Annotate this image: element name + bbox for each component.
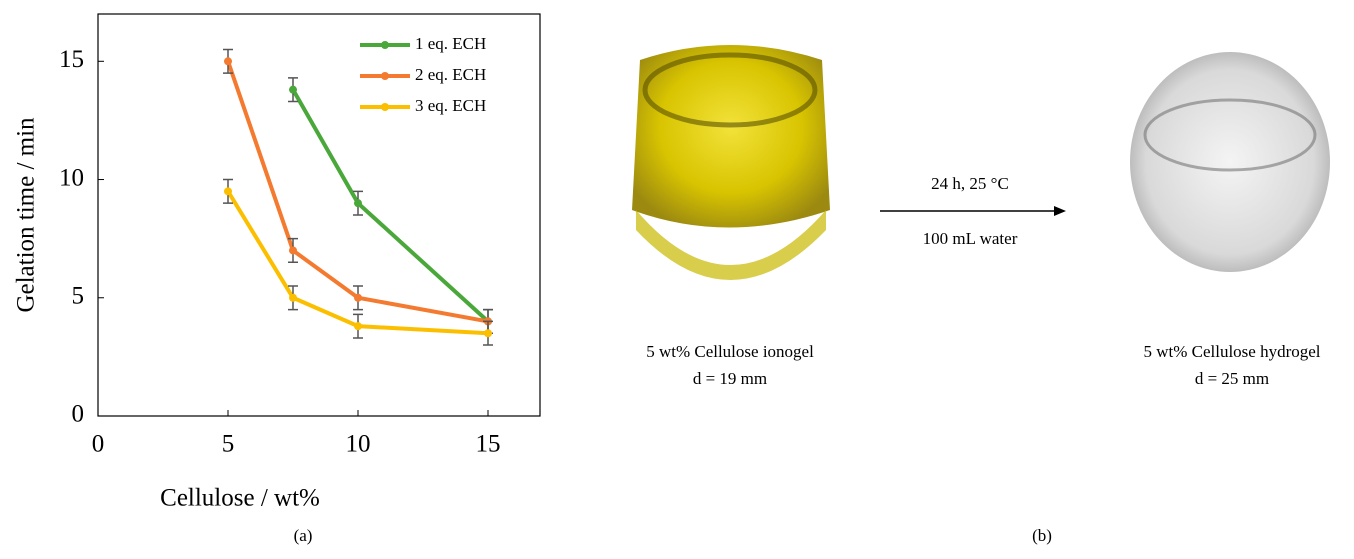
y-tick-label: 15 bbox=[59, 46, 84, 73]
y-tick-label: 0 bbox=[72, 401, 85, 428]
legend-marker bbox=[381, 72, 389, 80]
y-tick-label: 10 bbox=[59, 164, 84, 191]
arrow-head bbox=[1054, 206, 1066, 216]
arrow-label: 24 h, 25 °C bbox=[931, 174, 1009, 193]
data-point bbox=[289, 246, 297, 254]
panel-b: 24 h, 25 °C 100 mL water 5 wt% Cellulose… bbox=[632, 45, 1330, 545]
data-point bbox=[289, 294, 297, 302]
caption: d = 25 mm bbox=[1195, 369, 1269, 388]
data-point bbox=[354, 322, 362, 330]
y-axis-label: Gelation time / min bbox=[13, 117, 40, 313]
data-point bbox=[484, 329, 492, 337]
legend-label: 3 eq. ECH bbox=[415, 96, 486, 115]
x-tick-label: 10 bbox=[346, 431, 371, 458]
x-axis-label: Cellulose / wt% bbox=[160, 485, 320, 512]
arrow-label: 100 mL water bbox=[923, 229, 1018, 248]
caption: d = 19 mm bbox=[693, 369, 767, 388]
caption: 5 wt% Cellulose ionogel bbox=[646, 342, 814, 361]
data-point bbox=[354, 199, 362, 207]
panel-label: (b) bbox=[1032, 526, 1052, 545]
legend-label: 1 eq. ECH bbox=[415, 34, 486, 53]
legend-marker bbox=[381, 41, 389, 49]
data-point bbox=[354, 294, 362, 302]
x-tick-label: 15 bbox=[476, 431, 501, 458]
x-tick-label: 0 bbox=[92, 431, 105, 458]
hydrogel-photo bbox=[1130, 52, 1330, 272]
x-tick-label: 5 bbox=[222, 431, 235, 458]
data-point bbox=[289, 86, 297, 94]
figure: Cellulose / wt% Gelation time / min (a) … bbox=[0, 0, 1354, 559]
y-tick-label: 5 bbox=[72, 282, 85, 309]
legend-label: 2 eq. ECH bbox=[415, 65, 486, 84]
legend-marker bbox=[381, 103, 389, 111]
panel-label: (a) bbox=[294, 526, 313, 545]
caption: 5 wt% Cellulose hydrogel bbox=[1143, 342, 1320, 361]
series-line bbox=[293, 90, 488, 322]
data-point bbox=[224, 187, 232, 195]
data-point bbox=[224, 57, 232, 65]
